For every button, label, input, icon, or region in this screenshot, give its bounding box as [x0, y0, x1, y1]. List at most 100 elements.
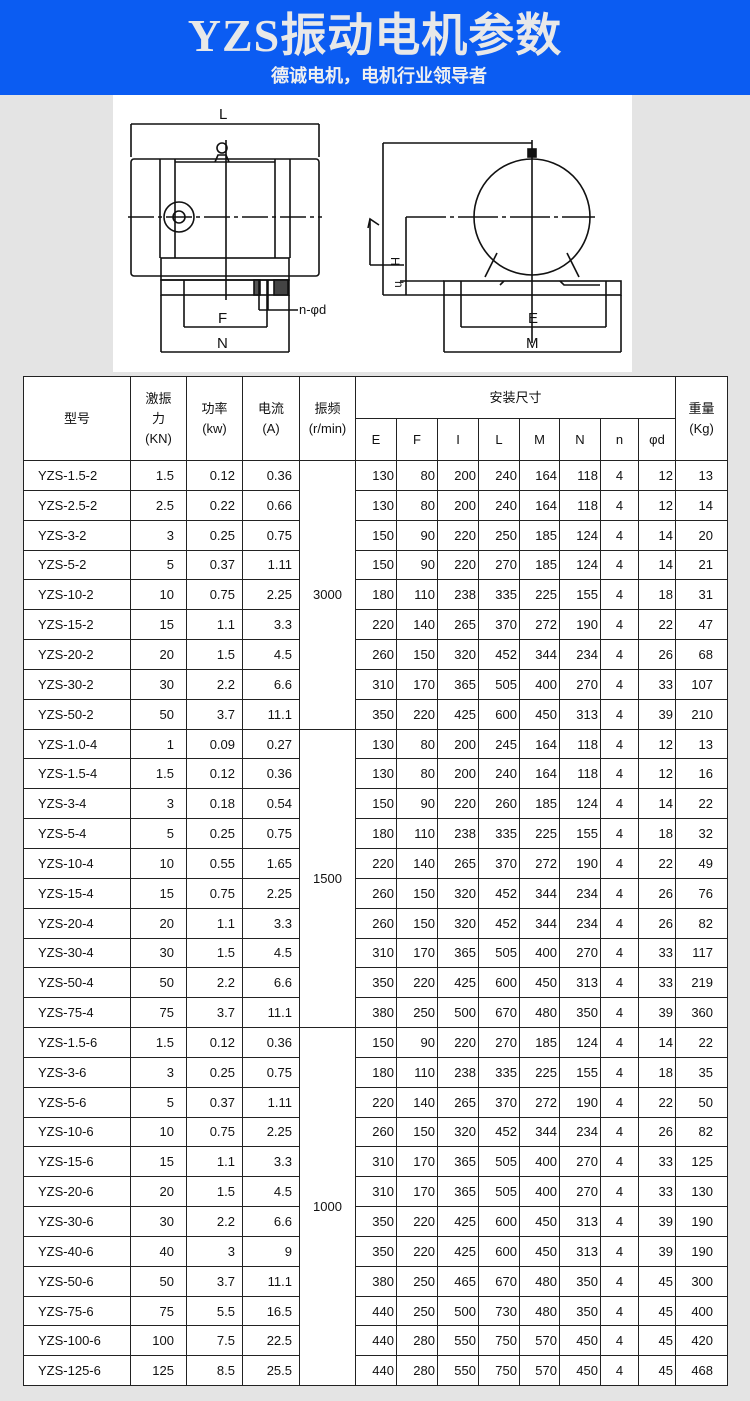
cell-power: 1.5 [186, 639, 243, 670]
side-view [367, 140, 622, 353]
table-row: YZS-5-2 5 0.37 1.11 150 90 220 270 185 124 4 14 21 [23, 549, 729, 581]
cell-dim-m: 344 [519, 907, 560, 939]
header-force-label: 激振 [145, 390, 172, 406]
cell-weight: 125 [675, 1146, 729, 1178]
cell-dim-n: 270 [559, 1146, 601, 1178]
cell-model: YZS-1.5-6 [23, 1027, 131, 1058]
cell-dim-phi-d: 45 [637, 1325, 677, 1357]
cell-dim-f: 90 [396, 549, 438, 581]
cell-dim-i: 320 [437, 907, 479, 939]
cell-dim-n: 313 [559, 967, 601, 999]
cell-dim-n-count: 4 [600, 907, 639, 939]
cell-model: YZS-75-4 [23, 997, 131, 1029]
cell-dim-n: 190 [559, 1086, 601, 1118]
cell-dim-n-count: 4 [600, 1146, 639, 1178]
cell-power: 0.12 [186, 758, 243, 790]
cell-force: 125 [130, 1355, 187, 1387]
cell-model: YZS-30-2 [23, 668, 131, 700]
cell-power: 0.75 [186, 877, 243, 909]
cell-dim-e: 130 [355, 489, 397, 521]
cell-dim-i: 425 [437, 967, 479, 999]
cell-current: 3.3 [242, 907, 300, 939]
cell-dim-e: 130 [355, 728, 397, 760]
cell-weight: 107 [675, 668, 729, 700]
cell-power: 0.18 [186, 788, 243, 820]
cell-dim-e: 260 [355, 907, 397, 939]
cell-dim-m: 570 [519, 1355, 560, 1387]
cell-frequency: 3000 [299, 460, 356, 730]
cell-weight: 190 [675, 1206, 729, 1237]
cell-dim-f: 80 [396, 728, 438, 760]
cell-force: 1.5 [130, 758, 187, 790]
cell-current: 0.66 [242, 489, 300, 521]
cell-force: 2.5 [130, 489, 187, 521]
cell-dim-l: 370 [478, 1086, 520, 1118]
table-row: YZS-1.0-4 1 0.09 0.27 1500 130 80 200 245 164 118 4… [23, 728, 729, 1029]
cell-dim-l: 600 [478, 698, 520, 730]
cell-dim-phi-d: 12 [637, 460, 677, 491]
header-dim-2: I [437, 418, 479, 461]
cell-dim-n-count: 4 [600, 1265, 639, 1297]
cell-dim-m: 225 [519, 818, 560, 849]
cell-weight: 49 [675, 847, 729, 879]
cell-dim-n-count: 4 [600, 847, 639, 879]
cell-dim-f: 110 [396, 579, 438, 611]
cell-dim-n-count: 4 [600, 1325, 639, 1357]
header-model-label: 型号 [63, 410, 90, 426]
cell-power: 3 [186, 1235, 243, 1267]
cell-dim-f: 250 [396, 1295, 438, 1327]
cell-dim-i: 425 [437, 1206, 479, 1237]
cell-dim-i: 265 [437, 1086, 479, 1118]
cell-power: 1.5 [186, 1176, 243, 1208]
cell-power: 2.2 [186, 668, 243, 700]
cell-current: 6.6 [242, 668, 300, 700]
cell-weight: 76 [675, 877, 729, 909]
cell-power: 0.09 [186, 728, 243, 760]
cell-dim-n: 450 [559, 1325, 601, 1357]
cell-current: 4.5 [242, 937, 300, 969]
table-row: YZS-2.5-2 2.5 0.22 0.66 130 80 200 240 164 118 4 12… [23, 489, 729, 521]
cell-dim-f: 170 [396, 668, 438, 700]
cell-dim-f: 170 [396, 1146, 438, 1178]
cell-model: YZS-125-6 [23, 1355, 131, 1387]
cell-dim-m: 400 [519, 937, 560, 969]
cell-dim-m: 450 [519, 967, 560, 999]
cell-current: 25.5 [242, 1355, 300, 1387]
cell-current: 2.25 [242, 579, 300, 611]
cell-dim-e: 260 [355, 877, 397, 909]
cell-dim-e: 380 [355, 1265, 397, 1297]
cell-dim-i: 200 [437, 489, 479, 521]
cell-weight: 13 [675, 460, 729, 491]
cell-dim-n: 155 [559, 579, 601, 611]
cell-dim-l: 250 [478, 519, 520, 551]
header-weight: 重量 (Kg) [675, 376, 729, 461]
cell-model: YZS-30-6 [23, 1206, 131, 1237]
cell-dim-n: 124 [559, 1027, 601, 1058]
cell-dim-f: 150 [396, 877, 438, 909]
cell-dim-f: 280 [396, 1325, 438, 1357]
cell-dim-n: 234 [559, 639, 601, 670]
cell-dim-e: 150 [355, 1027, 397, 1058]
cell-force: 5 [130, 818, 187, 849]
cell-dim-e: 130 [355, 758, 397, 790]
cell-weight: 32 [675, 818, 729, 849]
cell-current: 6.6 [242, 967, 300, 999]
table-row: YZS-100-6 100 7.5 22.5 440 280 550 750 570 450 4 45… [23, 1325, 729, 1357]
cell-model: YZS-10-4 [23, 847, 131, 879]
cell-dim-phi-d: 26 [637, 877, 677, 909]
cell-model: YZS-1.0-4 [23, 728, 131, 760]
header-power: 功率 (kw) [186, 376, 243, 461]
cell-dim-e: 220 [355, 609, 397, 641]
cell-dim-m: 400 [519, 668, 560, 700]
cell-weight: 35 [675, 1056, 729, 1088]
cell-dim-l: 270 [478, 1027, 520, 1058]
header-dim-7: φd [637, 418, 677, 461]
cell-dim-e: 380 [355, 997, 397, 1029]
header-install-dimensions: 安装尺寸 [354, 376, 677, 419]
header-dim-0: E [355, 418, 397, 461]
cell-current: 11.1 [242, 698, 300, 730]
cell-dim-e: 180 [355, 579, 397, 611]
cell-model: YZS-5-2 [23, 549, 131, 581]
cell-dim-l: 600 [478, 967, 520, 999]
cell-dim-m: 480 [519, 1265, 560, 1297]
